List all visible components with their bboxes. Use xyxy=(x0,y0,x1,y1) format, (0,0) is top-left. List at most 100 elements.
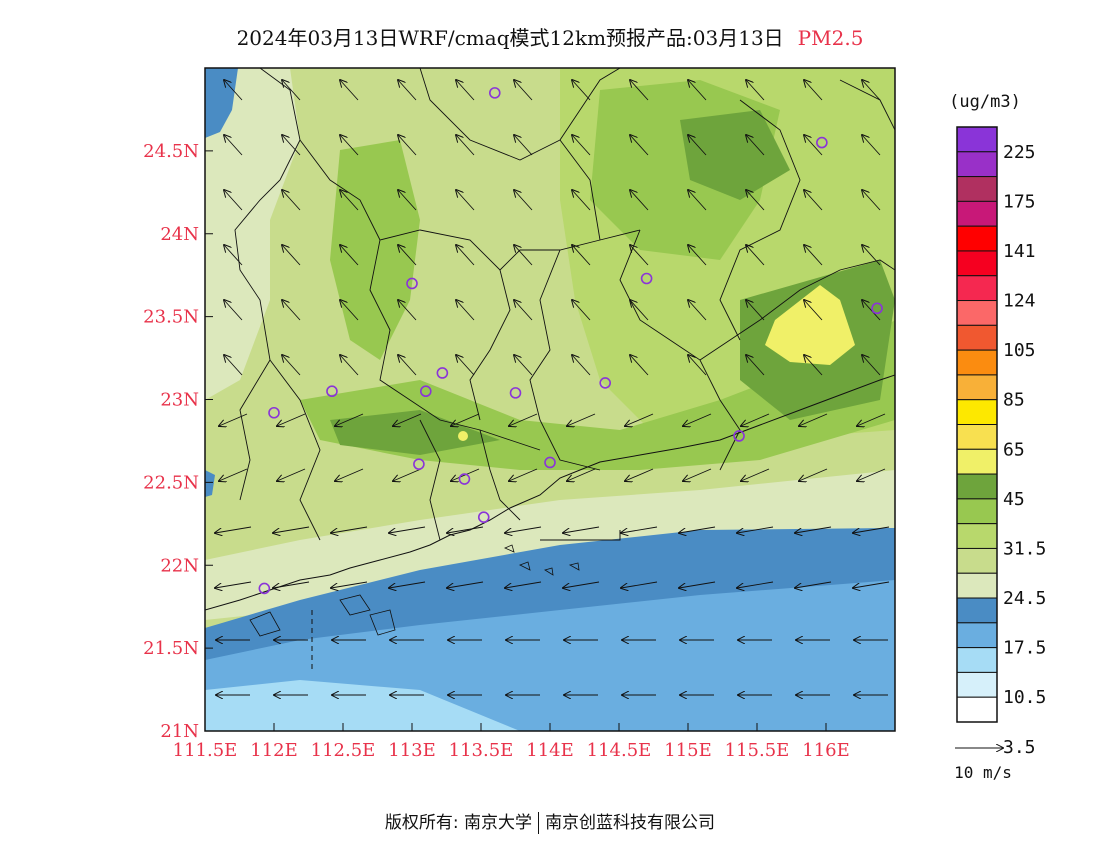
wind-arrow xyxy=(853,526,890,533)
station-marker xyxy=(599,377,612,389)
wind-arrow xyxy=(804,80,823,101)
lon-label: 112E xyxy=(250,740,298,761)
wind-arrow xyxy=(630,245,649,266)
legend-label: 124 xyxy=(1003,291,1036,312)
wind-arrow xyxy=(456,355,475,376)
wind-arrow xyxy=(282,355,301,376)
footer-left: 版权所有: 南京大学 xyxy=(384,813,533,833)
legend-swatch xyxy=(956,498,998,525)
wind-arrow xyxy=(862,80,881,101)
legend-swatch xyxy=(956,523,998,549)
legend-label: 105 xyxy=(1003,340,1036,361)
station-marker xyxy=(477,511,490,523)
legend-swatch xyxy=(956,349,998,376)
wind-arrow xyxy=(456,80,475,101)
station-marker xyxy=(406,277,418,290)
wind-arrow xyxy=(795,581,832,588)
footer-right: 南京创蓝科技有限公司 xyxy=(545,813,716,833)
wind-arrow xyxy=(456,135,475,156)
wind-arrow xyxy=(746,190,765,211)
wind-arrow xyxy=(224,190,243,211)
wind-arrow xyxy=(630,300,649,321)
wind-arrow xyxy=(451,413,480,426)
wind-arrow xyxy=(451,468,480,481)
pollutant-label: PM2.5 xyxy=(797,26,864,50)
lon-label: 113.5E xyxy=(449,740,514,761)
wind-arrow xyxy=(224,135,243,156)
legend-swatch xyxy=(956,622,998,649)
wind-arrow xyxy=(398,135,417,156)
wind-arrow xyxy=(398,300,417,321)
wind-arrow xyxy=(804,355,823,376)
lon-label: 115.5E xyxy=(725,740,790,761)
legend-swatch xyxy=(956,696,998,723)
wind-arrow xyxy=(862,300,881,321)
legend-label: 31.5 xyxy=(1003,538,1046,559)
wind-arrow xyxy=(862,135,881,156)
station-marker xyxy=(458,473,471,485)
station-marker xyxy=(640,272,653,285)
footer-separator xyxy=(538,812,540,834)
station-marker xyxy=(816,136,828,149)
lon-label: 115E xyxy=(664,740,712,761)
station-marker xyxy=(733,430,745,442)
lat-label: 21N xyxy=(160,721,199,742)
wind-arrow xyxy=(340,135,359,156)
lat-label: 24N xyxy=(160,224,199,245)
wind-arrow xyxy=(630,80,649,101)
wind-arrow xyxy=(505,526,542,533)
wind-arrow xyxy=(219,468,248,481)
legend-swatch xyxy=(956,324,998,351)
wind-arrow xyxy=(514,245,533,266)
wind-arrow xyxy=(277,468,306,481)
wind-arrow xyxy=(331,581,368,588)
lon-label: 113E xyxy=(388,740,436,761)
legend-swatch xyxy=(956,647,998,673)
legend-swatch xyxy=(956,473,998,500)
wind-arrow xyxy=(799,468,828,481)
legend-label: 85 xyxy=(1003,390,1025,411)
legend-label: 225 xyxy=(1003,142,1036,163)
wind-arrow xyxy=(572,355,591,376)
station-marker xyxy=(871,302,883,315)
wind-arrow xyxy=(393,413,422,426)
lon-label: 111.5E xyxy=(173,740,238,761)
wind-arrow xyxy=(862,190,881,211)
wind-arrow xyxy=(679,526,716,533)
legend-label: 65 xyxy=(1003,439,1025,460)
wind-arrow xyxy=(799,413,828,426)
legend-swatch xyxy=(956,547,998,574)
field-coast-dark xyxy=(330,410,500,455)
legend-swatch xyxy=(956,572,998,599)
station-marker xyxy=(413,458,425,470)
wind-arrow xyxy=(219,413,248,426)
lat-label: 23.5N xyxy=(143,307,199,328)
wind-arrow xyxy=(804,135,823,156)
wind-arrow xyxy=(853,581,890,588)
lon-label: 114E xyxy=(526,740,574,761)
islands xyxy=(249,544,580,637)
wind-ref-label: 10 m/s xyxy=(954,763,1012,782)
legend-swatch xyxy=(956,399,998,426)
wind-arrow xyxy=(804,300,823,321)
wind-arrow xyxy=(456,245,475,266)
wind-arrow xyxy=(514,80,533,101)
wind-arrow xyxy=(563,581,600,588)
lat-label: 23N xyxy=(160,390,199,411)
wind-arrow xyxy=(625,413,654,426)
legend-swatch xyxy=(956,424,998,450)
wind-arrow xyxy=(335,413,364,426)
wind-arrow xyxy=(340,300,359,321)
wind-arrow xyxy=(398,80,417,101)
wind-arrow xyxy=(389,526,426,533)
legend-label: 24.5 xyxy=(1003,588,1046,609)
wind-arrow xyxy=(630,190,649,211)
map-title: 2024年03月13日WRF/cmaq模式12km预报产品:03月13日 PM2.… xyxy=(0,22,1100,51)
wind-arrow xyxy=(746,135,765,156)
legend-swatch xyxy=(956,126,998,153)
wind-arrow xyxy=(514,300,533,321)
legend-label: 141 xyxy=(1003,241,1036,262)
wind-arrow xyxy=(273,581,310,588)
wind-arrow xyxy=(795,526,832,533)
